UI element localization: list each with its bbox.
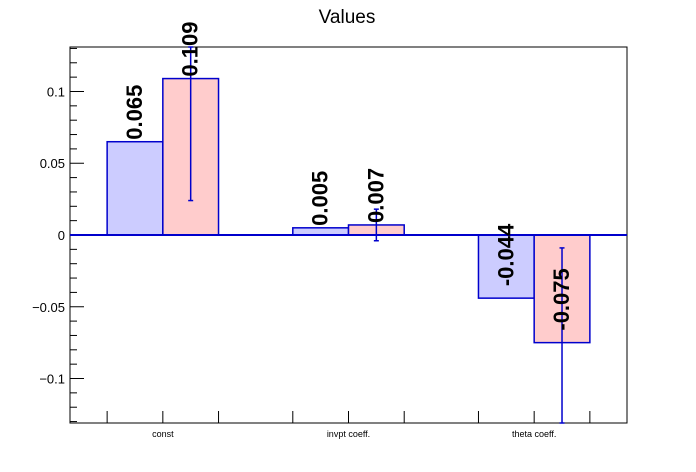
plot-area: 0.1 0.05 0 −0.05 −0.1 const invpt coeff. theta …	[32, 22, 628, 439]
data-label: 0.007	[363, 168, 388, 223]
data-label: -0.075	[549, 268, 574, 330]
x-tick-label: invpt coeff.	[327, 429, 370, 439]
x-tick-label: theta coeff.	[512, 429, 556, 439]
y-tick-label: 0.05	[40, 156, 65, 171]
data-label: 0.109	[178, 22, 203, 77]
bar[interactable]	[292, 227, 350, 236]
y-tick-label: −0.1	[39, 372, 65, 387]
y-tick-label: −0.05	[32, 300, 65, 315]
data-label: -0.044	[493, 223, 518, 286]
y-tick-label: 0	[58, 228, 65, 243]
data-label: 0.065	[122, 85, 147, 140]
x-tick-label: const	[152, 429, 174, 439]
data-label: 0.005	[308, 171, 333, 226]
bar[interactable]	[106, 140, 164, 236]
y-tick-label: 0.1	[47, 84, 65, 99]
chart-title: Values	[319, 7, 376, 28]
